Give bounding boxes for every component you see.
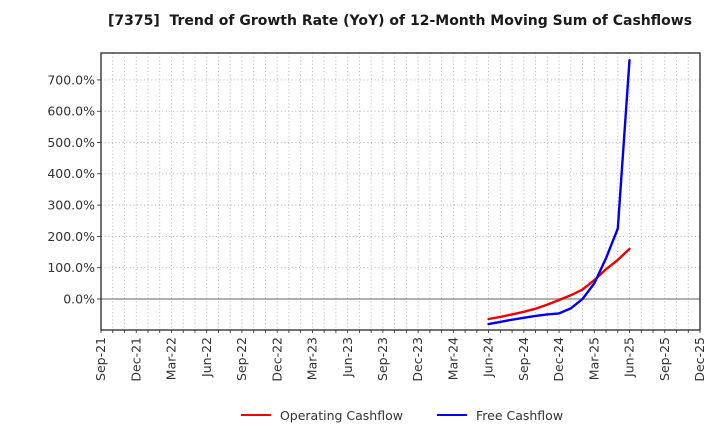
y-tick-label: 600.0% — [47, 104, 95, 119]
legend: Operating Cashflow Free Cashflow — [84, 403, 720, 427]
chart-title: [7375] Trend of Growth Rate (YoY) of 12-… — [107, 13, 693, 29]
x-tick-label: Dec-25 — [692, 337, 707, 382]
legend-label-free-cashflow: Free Cashflow — [475, 407, 564, 423]
y-tick-label: 100.0% — [47, 260, 95, 275]
y-tick-label: 0.0% — [63, 291, 95, 306]
x-tick-label: Mar-23 — [305, 337, 320, 380]
x-tick-label: Jun-22 — [199, 337, 214, 378]
x-tick-label: Mar-22 — [164, 337, 179, 380]
x-tick-label: Mar-24 — [445, 337, 460, 380]
x-tick-label: Mar-25 — [586, 337, 601, 380]
x-tick-label: Dec-24 — [551, 337, 566, 382]
free-cashflow-line — [487, 59, 631, 326]
x-tick-label: Sep-24 — [516, 337, 531, 381]
operating-cashflow-line-swatch — [240, 414, 271, 416]
free-cashflow-line-swatch — [436, 414, 467, 416]
x-tick-label: Dec-23 — [410, 337, 425, 382]
x-tick-label: Sep-21 — [93, 337, 108, 381]
y-tick-label: 200.0% — [47, 229, 95, 244]
x-tick-label: Sep-23 — [375, 337, 390, 381]
x-tick-label: Jun-23 — [340, 337, 355, 378]
x-tick-label: Sep-22 — [234, 337, 249, 381]
legend-item-operating-cashflow: Operating Cashflow — [240, 407, 403, 423]
x-tick-label: Dec-22 — [269, 337, 284, 382]
legend-label-operating-cashflow: Operating Cashflow — [279, 407, 403, 423]
x-tick-label: Jun-24 — [481, 337, 496, 378]
x-tick-label: Sep-25 — [657, 337, 672, 381]
y-tick-label: 700.0% — [47, 72, 95, 87]
y-tick-label: 500.0% — [47, 135, 95, 150]
x-tick-label: Dec-21 — [128, 337, 143, 382]
plot-area: Sep-21 Dec-21 Mar-22 Jun-22 Sep-22 Dec-22 Mar-… — [47, 52, 707, 382]
legend-item-free-cashflow: Free Cashflow — [436, 407, 564, 423]
operating-cashflow-line — [487, 247, 631, 321]
plot-border — [100, 52, 701, 331]
y-tick-label: 300.0% — [47, 197, 95, 212]
x-tick-label: Jun-25 — [622, 337, 637, 378]
y-tick-label: 400.0% — [47, 166, 95, 181]
